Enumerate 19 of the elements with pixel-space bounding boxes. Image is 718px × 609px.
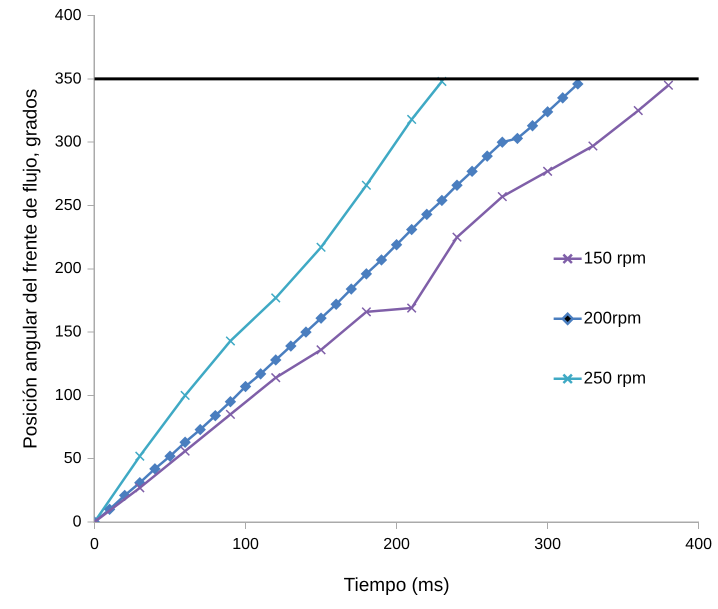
y-tick-label: 250 [54, 196, 82, 214]
y-tick-label: 400 [54, 7, 82, 24]
x-tick-label: 200 [383, 536, 410, 554]
y-tick-label: 100 [54, 386, 82, 404]
legend-label: 250 rpm [584, 368, 646, 388]
legend-label: 200rpm [584, 308, 642, 328]
y-tick-label: 0 [72, 513, 82, 530]
x-tick-label: 400 [685, 536, 712, 554]
y-tick-label: 150 [54, 324, 82, 341]
y-tick-label: 50 [64, 450, 82, 468]
y-tick-label: 200 [54, 260, 82, 278]
x-tick-label: 100 [232, 536, 259, 554]
x-axis-title: Tiempo (ms) [344, 574, 450, 596]
y-tick-label: 300 [54, 134, 82, 151]
x-tick-label: 0 [90, 536, 100, 554]
legend-label: 150 rpm [584, 248, 646, 268]
x-tick-label: 300 [534, 536, 562, 554]
y-axis-title: Posición angular del frente de flujo, grados [20, 88, 42, 449]
y-tick-label: 350 [54, 70, 82, 88]
